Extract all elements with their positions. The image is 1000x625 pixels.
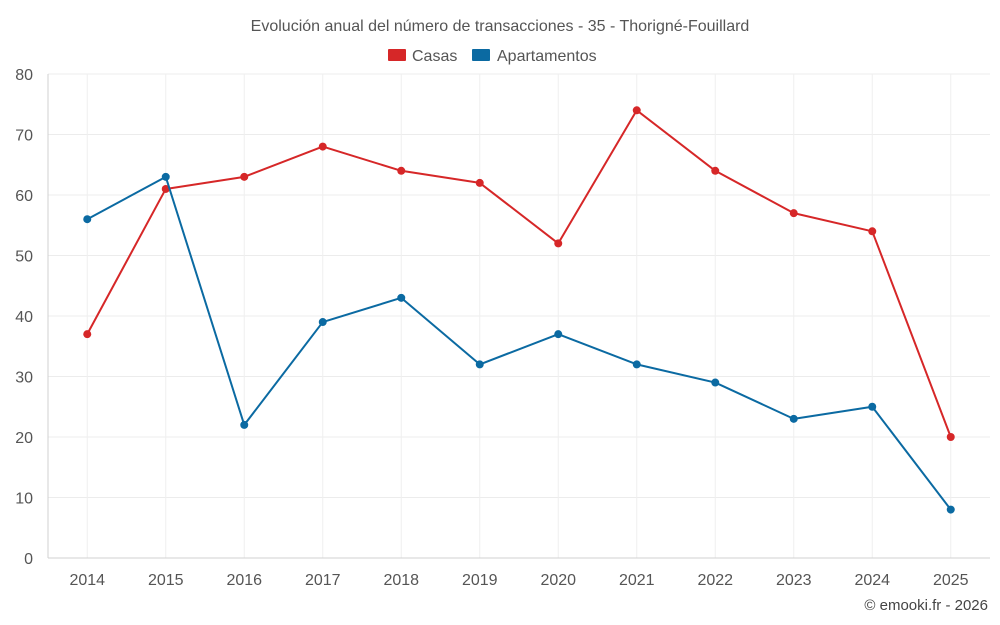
series-layer: [83, 106, 955, 514]
point-casas-2023: [789, 209, 798, 218]
point-apartamentos-2025: [946, 505, 955, 514]
series-line-apartamentos: [86, 175, 952, 511]
point-apartamentos-2018: [397, 293, 406, 302]
point-casas-2016: [240, 172, 249, 181]
series-line-casas: [86, 109, 952, 438]
y-tick-label-70: 70: [15, 128, 33, 145]
point-casas-2024: [868, 227, 877, 236]
x-tick-label-2014: 2014: [69, 572, 105, 589]
x-tick-label-2021: 2021: [619, 572, 655, 589]
x-tick-label-2019: 2019: [462, 572, 498, 589]
gridlines: [48, 73, 990, 559]
point-casas-2018: [397, 166, 406, 175]
y-tick-label-0: 0: [24, 551, 33, 568]
point-apartamentos-2020: [554, 330, 563, 339]
point-casas-2015: [161, 184, 170, 193]
x-tick-label-2017: 2017: [305, 572, 341, 589]
x-tick-label-2022: 2022: [697, 572, 733, 589]
point-casas-2019: [475, 178, 484, 187]
point-casas-2020: [554, 239, 563, 248]
y-tick-label-30: 30: [15, 370, 33, 387]
point-apartamentos-2016: [240, 420, 249, 429]
x-tick-label-2020: 2020: [540, 572, 576, 589]
point-casas-2017: [318, 142, 327, 151]
legend: Casas Apartamentos: [388, 48, 597, 65]
point-casas-2025: [946, 433, 955, 441]
point-apartamentos-2024: [868, 402, 877, 411]
watermark: © emooki.fr - 2026: [864, 597, 988, 614]
y-tick-label-50: 50: [15, 249, 33, 266]
point-casas-2021: [632, 106, 641, 115]
y-tick-label-80: 80: [15, 67, 33, 84]
point-apartamentos-2019: [475, 360, 484, 369]
legend-swatch-casas: [388, 49, 406, 61]
point-apartamentos-2014: [83, 215, 92, 224]
legend-label-casas: Casas: [412, 48, 457, 65]
x-tick-label-2023: 2023: [776, 572, 812, 589]
point-apartamentos-2022: [711, 378, 720, 387]
y-tick-label-60: 60: [15, 188, 33, 205]
x-tick-label-2025: 2025: [933, 572, 969, 589]
legend-label-apartamentos: Apartamentos: [497, 48, 597, 65]
point-casas-2014: [83, 330, 92, 339]
y-tick-label-40: 40: [15, 309, 33, 326]
point-apartamentos-2021: [632, 360, 641, 369]
x-tick-label-2015: 2015: [148, 572, 184, 589]
point-apartamentos-2017: [318, 318, 327, 327]
point-apartamentos-2015: [161, 172, 170, 181]
chart-title: Evolución anual del número de transaccio…: [251, 18, 750, 35]
axes: 0 10 20 30 40 50 60 70 80 2014 2015 2016 2017 2018 201…: [15, 67, 990, 589]
x-tick-label-2016: 2016: [226, 572, 262, 589]
point-casas-2022: [711, 166, 720, 175]
x-tick-label-2024: 2024: [854, 572, 890, 589]
point-apartamentos-2023: [789, 414, 798, 423]
legend-swatch-apartamentos: [472, 49, 490, 61]
x-tick-label-2018: 2018: [383, 572, 419, 589]
y-tick-label-20: 20: [15, 430, 33, 447]
y-tick-label-10: 10: [15, 491, 33, 508]
